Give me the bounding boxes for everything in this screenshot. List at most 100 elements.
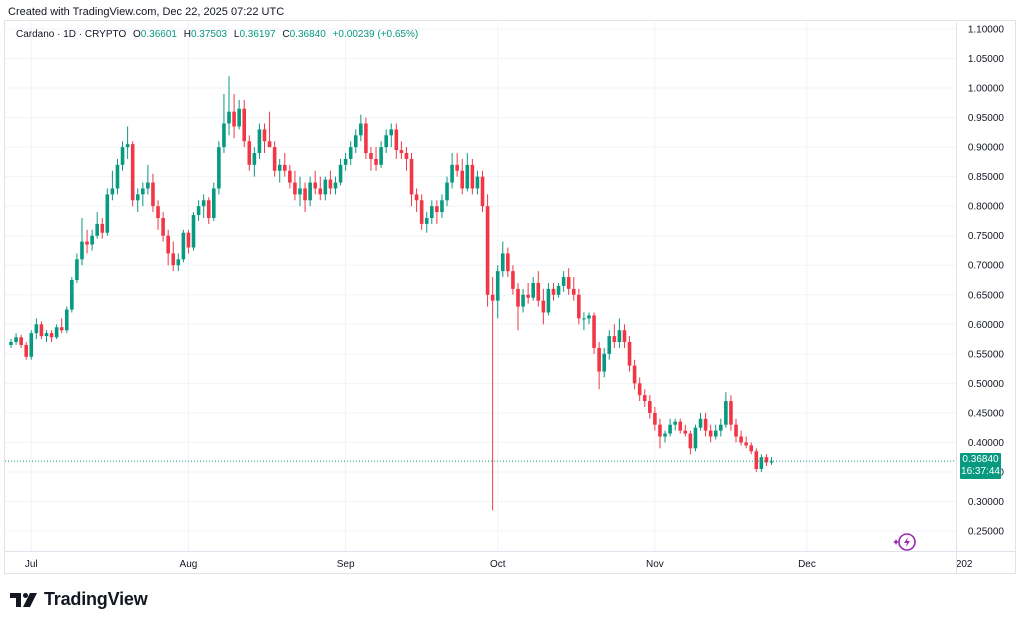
candle[interactable] (465, 153, 470, 192)
candle[interactable] (333, 176, 338, 195)
candle[interactable] (146, 164, 150, 195)
candle[interactable] (556, 282, 561, 298)
candle[interactable] (24, 342, 29, 360)
candle[interactable] (222, 93, 226, 154)
bolt-icon[interactable] (893, 533, 916, 551)
candle[interactable] (151, 173, 155, 213)
candle[interactable] (769, 457, 774, 465)
candle[interactable] (394, 123, 399, 159)
candle[interactable] (125, 126, 130, 159)
candle[interactable] (64, 306, 69, 334)
candle[interactable] (364, 117, 368, 159)
candle[interactable] (318, 176, 323, 201)
candle[interactable] (587, 312, 591, 325)
candle[interactable] (252, 147, 257, 177)
candle[interactable] (632, 359, 637, 390)
candle[interactable] (110, 170, 115, 201)
candle[interactable] (201, 194, 206, 218)
candle[interactable] (369, 147, 373, 171)
candle[interactable] (237, 99, 241, 130)
candle[interactable] (571, 277, 576, 301)
candle[interactable] (217, 141, 221, 195)
candle[interactable] (85, 229, 89, 254)
candle[interactable] (374, 147, 378, 171)
candle[interactable] (39, 321, 44, 340)
candle[interactable] (475, 170, 480, 195)
candle[interactable] (212, 182, 216, 221)
candle[interactable] (328, 170, 333, 195)
candle[interactable] (546, 282, 551, 316)
candle[interactable] (135, 188, 140, 213)
candle[interactable] (186, 229, 191, 254)
candle[interactable] (409, 153, 414, 207)
candle[interactable] (617, 318, 622, 348)
candle[interactable] (359, 114, 363, 142)
candle[interactable] (115, 158, 120, 195)
candle[interactable] (516, 282, 520, 331)
candle[interactable] (95, 212, 99, 239)
candle[interactable] (404, 147, 409, 171)
tradingview-logo[interactable]: TradingView (10, 589, 148, 610)
candle[interactable] (597, 342, 601, 390)
candle[interactable] (582, 312, 586, 331)
candle[interactable] (29, 330, 34, 360)
candle[interactable] (171, 241, 176, 272)
candle[interactable] (490, 277, 495, 511)
candle[interactable] (688, 430, 693, 455)
candle[interactable] (653, 406, 657, 431)
candle[interactable] (75, 253, 79, 283)
candle[interactable] (521, 288, 525, 313)
candle[interactable] (703, 412, 708, 437)
candlestick-chart[interactable]: 0.250000.300000.350000.400000.450000.500… (5, 21, 1017, 575)
candle[interactable] (754, 448, 759, 472)
candle[interactable] (470, 158, 475, 195)
candle[interactable] (262, 123, 267, 154)
candle[interactable] (678, 418, 683, 434)
candle[interactable] (536, 271, 541, 307)
candle[interactable] (282, 153, 287, 177)
candle[interactable] (577, 288, 581, 325)
candle[interactable] (673, 418, 677, 431)
candle[interactable] (181, 229, 186, 263)
chart-frame[interactable]: 0.250000.300000.350000.400000.450000.500… (4, 20, 1016, 574)
candle[interactable] (637, 377, 642, 402)
candle[interactable] (495, 265, 500, 319)
candle[interactable] (683, 424, 688, 437)
candle[interactable] (323, 176, 328, 201)
candle[interactable] (19, 334, 23, 348)
candle[interactable] (120, 141, 125, 171)
candle[interactable] (90, 229, 94, 251)
candle[interactable] (511, 265, 515, 295)
candle[interactable] (592, 312, 596, 354)
candle[interactable] (206, 197, 211, 224)
candle[interactable] (303, 182, 307, 213)
candle[interactable] (308, 176, 312, 207)
candle[interactable] (70, 277, 74, 313)
candle[interactable] (242, 99, 247, 148)
candle[interactable] (693, 424, 698, 452)
candle[interactable] (176, 253, 181, 272)
candle[interactable] (54, 324, 59, 340)
candle[interactable] (161, 212, 165, 242)
candle[interactable] (460, 158, 465, 195)
candle[interactable] (343, 153, 348, 171)
candle[interactable] (166, 229, 170, 266)
candle[interactable] (9, 339, 13, 348)
candle[interactable] (105, 188, 110, 236)
candle[interactable] (399, 141, 404, 159)
candle[interactable] (49, 330, 54, 343)
candle[interactable] (729, 395, 733, 431)
candle[interactable] (658, 418, 662, 449)
candle[interactable] (424, 212, 429, 233)
candle[interactable] (348, 141, 353, 165)
candle[interactable] (130, 141, 135, 207)
candle[interactable] (379, 141, 383, 168)
candle[interactable] (622, 324, 627, 348)
candle[interactable] (227, 76, 231, 136)
candle[interactable] (80, 217, 84, 266)
candle[interactable] (531, 277, 536, 301)
candle[interactable] (389, 123, 394, 148)
candle[interactable] (500, 241, 505, 278)
candle[interactable] (744, 436, 748, 449)
candle[interactable] (414, 188, 419, 213)
